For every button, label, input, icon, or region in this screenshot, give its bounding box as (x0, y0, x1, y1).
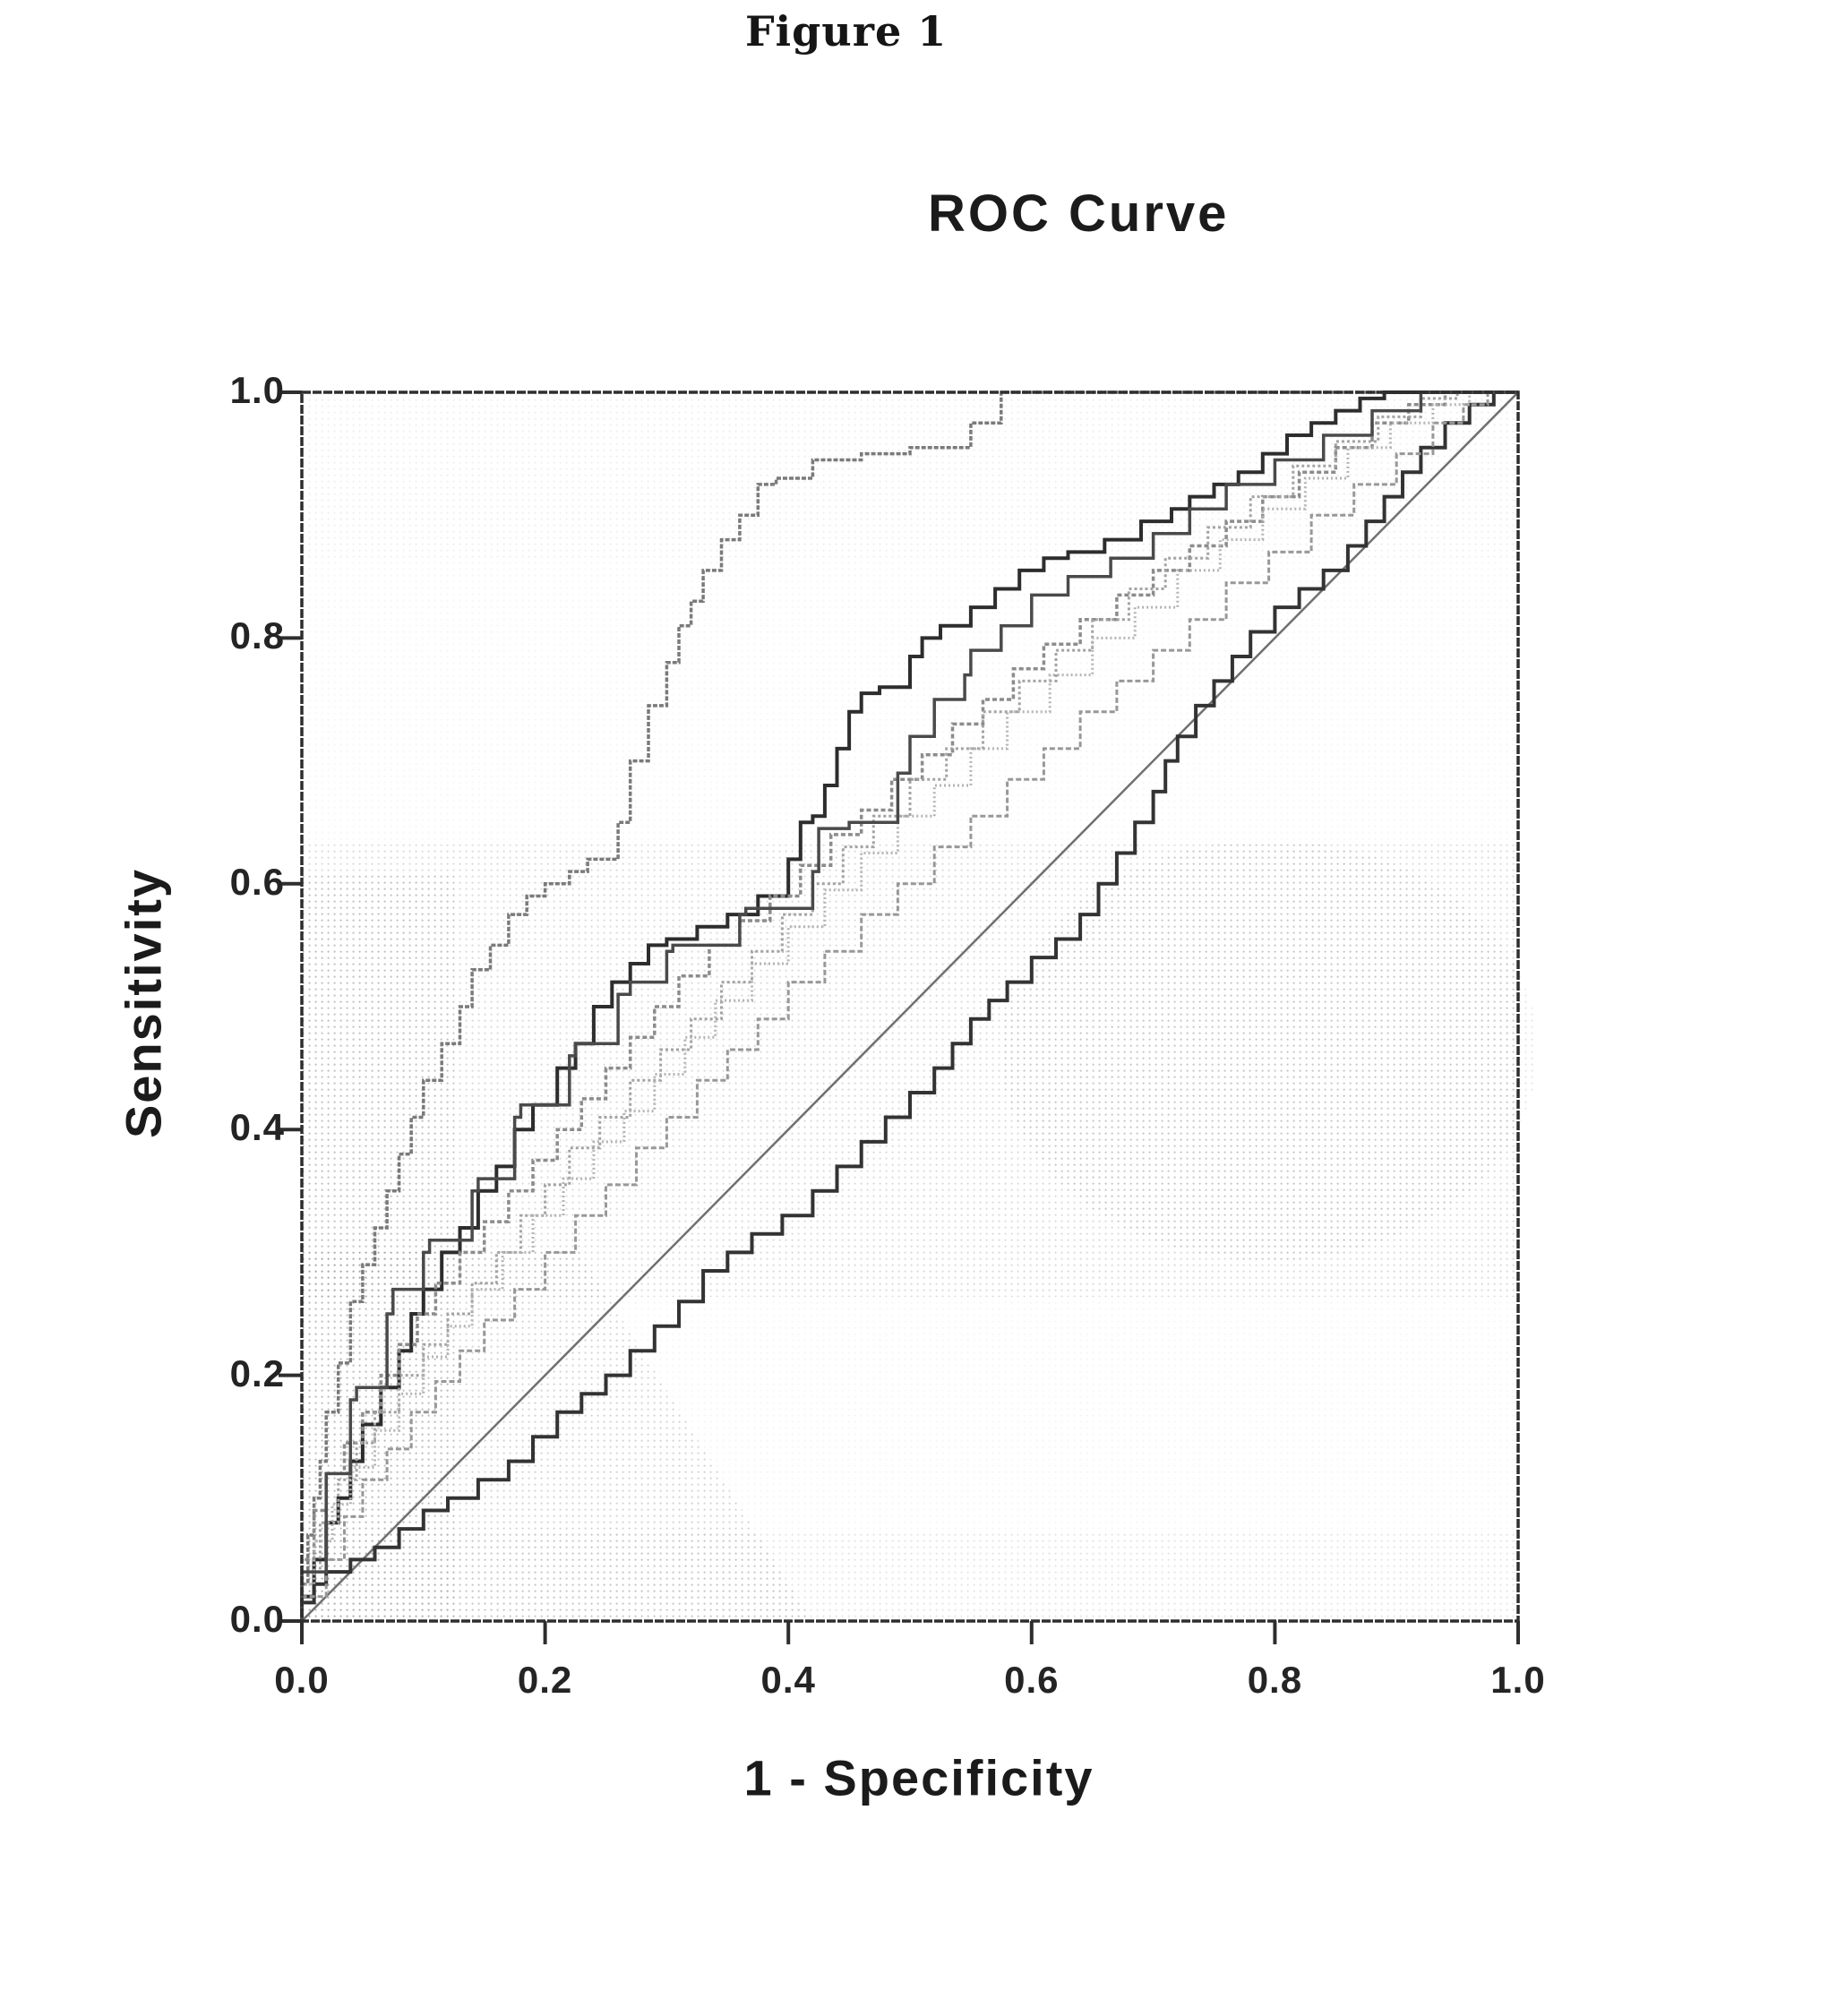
axis-ticks (279, 390, 1520, 1644)
y-axis-label: Sensitivity (115, 867, 172, 1139)
y-tick-label-0.2: 0.2 (229, 1351, 285, 1394)
roc-chance-diagonal (301, 391, 1519, 1622)
roc-curve-3-dark-low (300, 390, 1518, 1621)
roc-curve-1-best (300, 390, 1518, 1621)
roc-curve-7-pale (300, 390, 1518, 1621)
figure-label: Figure 1 (745, 7, 948, 56)
x-axis-label: 1 - Specificity (743, 1749, 1094, 1806)
x-tick-label-0.8: 0.8 (1247, 1659, 1303, 1701)
roc-curves-layer (300, 390, 1519, 1622)
roc-plot-area (279, 390, 1538, 1644)
y-tick-label-0.8: 0.8 (229, 614, 285, 657)
x-tick-label-0.2: 0.2 (517, 1659, 573, 1701)
x-tick-label-0.6: 0.6 (1004, 1659, 1060, 1701)
y-tick-label-0.6: 0.6 (229, 860, 285, 903)
roc-curve-4-mid-gray (300, 390, 1518, 1621)
x-tick-label-0.4: 0.4 (760, 1659, 816, 1701)
y-tick-label-0.0: 0.0 (229, 1598, 285, 1640)
x-tick-label-1.0: 1.0 (1490, 1659, 1546, 1701)
x-tick-label-0.0: 0.0 (274, 1659, 330, 1701)
chart-title: ROC Curve (928, 184, 1230, 243)
roc-curve-6-light-2 (300, 390, 1518, 1621)
roc-curve-2-dark-high (300, 390, 1518, 1621)
plot-frame (300, 390, 1520, 1623)
y-tick-label-1.0: 1.0 (229, 369, 285, 411)
roc-plot-svg (279, 390, 1538, 1644)
roc-curve-5-light (300, 390, 1518, 1621)
y-tick-label-0.4: 0.4 (229, 1106, 285, 1149)
scan-noise-texture (302, 392, 1538, 1621)
roc-curve-8-mid-dark (300, 390, 1518, 1621)
